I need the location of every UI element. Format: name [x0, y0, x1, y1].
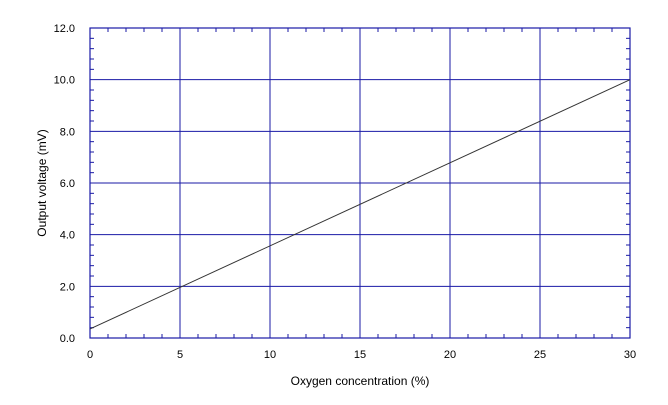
- x-tick-label-5: 25: [534, 349, 546, 361]
- x-tick-label-6: 30: [624, 349, 636, 361]
- y-axis-label: Output voltage (mV): [35, 129, 49, 236]
- x-tick-label-1: 5: [177, 349, 183, 361]
- series-line-0: [89, 79, 631, 330]
- y-tick-label-2: 4.0: [60, 230, 75, 242]
- plot-frame: [89, 27, 631, 339]
- x-axis-label: Oxygen concentration (%): [291, 374, 430, 388]
- y-tick-label-6: 12.0: [54, 23, 75, 35]
- y-tick-label-0: 0.0: [60, 333, 75, 345]
- minor-ticks: [90, 28, 630, 338]
- y-tick-label-4: 8.0: [60, 126, 75, 138]
- y-tick-label-1: 2.0: [60, 281, 75, 293]
- x-tick-label-0: 0: [87, 349, 93, 361]
- y-tick-label-5: 10.0: [54, 75, 75, 87]
- x-tick-label-4: 20: [444, 349, 456, 361]
- x-tick-label-2: 10: [264, 349, 276, 361]
- series-layer: [89, 79, 631, 330]
- x-tick-labels: 0 5 10 15 20 25 30: [87, 349, 636, 361]
- x-tick-label-3: 15: [354, 349, 366, 361]
- grid: [90, 28, 630, 338]
- y-tick-labels: 0.0 2.0 4.0 6.0 8.0 10.0 12.0: [54, 23, 75, 345]
- y-tick-label-3: 6.0: [60, 178, 75, 190]
